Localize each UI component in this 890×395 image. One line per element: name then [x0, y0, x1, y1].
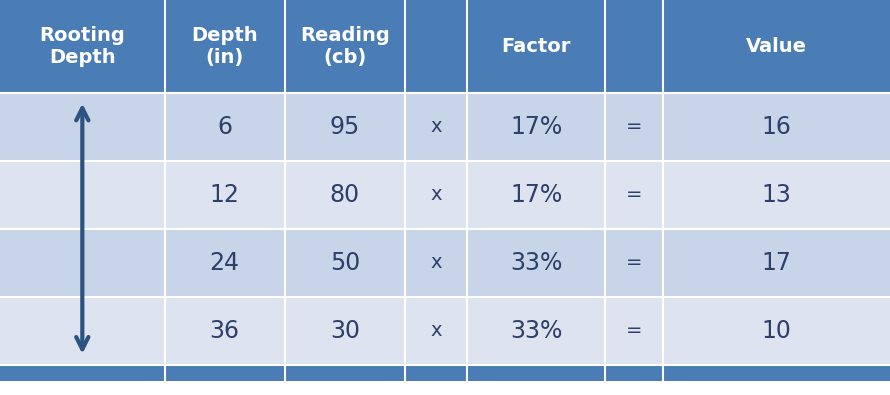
Text: 13: 13 — [762, 183, 791, 207]
Text: =: = — [626, 117, 643, 136]
Text: 10: 10 — [762, 319, 791, 342]
Bar — [0, 229, 890, 297]
Text: 16: 16 — [762, 115, 791, 139]
Bar — [0, 0, 890, 93]
Text: Depth
(in): Depth (in) — [191, 26, 258, 67]
Text: 33%: 33% — [510, 251, 562, 275]
Bar — [0, 93, 890, 161]
Text: 17%: 17% — [510, 115, 562, 139]
Text: 6: 6 — [217, 115, 232, 139]
Text: x: x — [431, 321, 441, 340]
Text: x: x — [431, 253, 441, 272]
Text: 33%: 33% — [510, 319, 562, 342]
Text: 80: 80 — [330, 183, 360, 207]
Text: 50: 50 — [330, 251, 360, 275]
Bar — [0, 161, 890, 229]
Text: 24: 24 — [210, 251, 239, 275]
Text: =: = — [626, 321, 643, 340]
Text: 30: 30 — [330, 319, 360, 342]
Bar — [0, 297, 890, 365]
Text: 36: 36 — [210, 319, 239, 342]
Text: 17%: 17% — [510, 183, 562, 207]
Text: Reading
(cb): Reading (cb) — [300, 26, 390, 67]
Text: Value: Value — [746, 37, 807, 56]
Text: Factor: Factor — [502, 37, 570, 56]
Text: Rooting
Depth: Rooting Depth — [39, 26, 125, 67]
Text: x: x — [431, 117, 441, 136]
Bar — [0, 365, 890, 381]
Text: 95: 95 — [330, 115, 360, 139]
Text: x: x — [431, 185, 441, 204]
Text: =: = — [626, 253, 643, 272]
Text: 17: 17 — [762, 251, 791, 275]
Text: 12: 12 — [210, 183, 239, 207]
Text: =: = — [626, 185, 643, 204]
